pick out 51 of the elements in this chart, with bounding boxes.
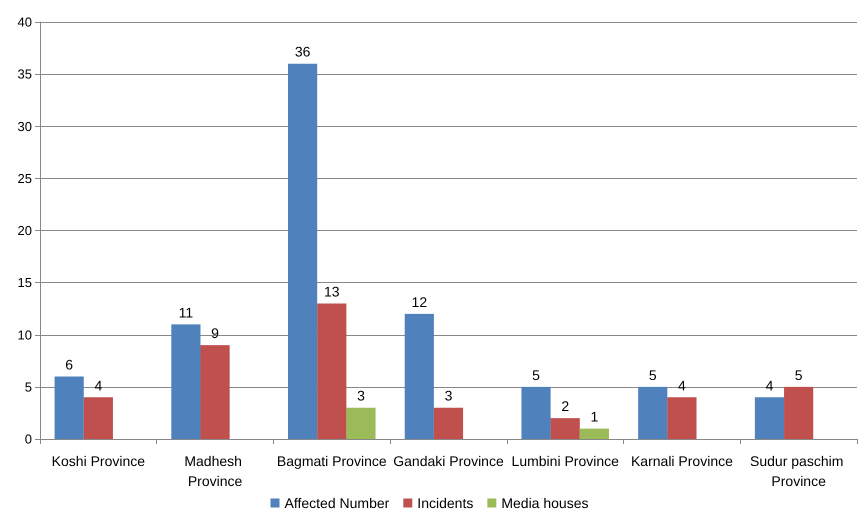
y-tick-label: 5 — [24, 379, 32, 394]
y-tick-label: 10 — [18, 327, 32, 342]
data-label: 2 — [561, 398, 570, 414]
bar — [754, 397, 784, 439]
data-label: 11 — [178, 304, 194, 320]
bar — [550, 418, 580, 439]
data-label: 12 — [412, 294, 428, 310]
bar — [54, 376, 84, 439]
y-tick-label: 25 — [18, 170, 32, 186]
bar — [434, 408, 464, 439]
x-tick-label: Lumbini Province — [512, 453, 620, 469]
bar — [521, 386, 551, 439]
data-label: 4 — [766, 377, 774, 394]
bar — [580, 428, 609, 439]
bar — [667, 397, 697, 439]
bar — [84, 397, 113, 439]
data-label: 4 — [94, 377, 102, 394]
bar — [404, 314, 434, 439]
y-tick-label: 40 — [18, 14, 32, 30]
y-tick-label: 15 — [18, 275, 32, 290]
bar — [200, 345, 230, 439]
bar — [288, 64, 318, 439]
data-label: 9 — [211, 325, 220, 342]
legend-label: Affected Number — [284, 495, 390, 511]
bar — [784, 386, 814, 439]
x-tick-label: Koshi Province — [52, 453, 146, 469]
legend-label: Media houses — [501, 495, 589, 511]
data-label: 4 — [678, 377, 686, 394]
data-label: 13 — [324, 283, 340, 300]
x-tick-label: Bagmati Province — [276, 453, 387, 469]
x-tick-label: Gandaki Province — [393, 453, 504, 469]
data-label: 5 — [794, 366, 803, 383]
data-label: 1 — [590, 408, 598, 425]
x-tick-label: Karnali Province — [630, 453, 734, 469]
y-tick-label: 20 — [18, 223, 32, 238]
data-label: 3 — [444, 388, 453, 404]
bar — [317, 303, 346, 439]
bar — [638, 386, 668, 439]
y-tick-label: 30 — [18, 118, 32, 134]
bar — [171, 324, 200, 439]
data-label: 5 — [648, 366, 657, 383]
data-label: 3 — [357, 388, 366, 404]
data-label: 5 — [532, 366, 540, 383]
legend-label: Incidents — [417, 495, 474, 511]
x-tick-label: Sudur paschim Province — [750, 453, 848, 489]
y-tick-label: 35 — [18, 66, 32, 82]
data-label: 36 — [294, 44, 311, 60]
bar — [346, 408, 376, 439]
x-tick-label: Madhesh Province — [184, 453, 246, 489]
y-tick-label: 0 — [24, 432, 32, 446]
data-label: 6 — [65, 356, 74, 372]
